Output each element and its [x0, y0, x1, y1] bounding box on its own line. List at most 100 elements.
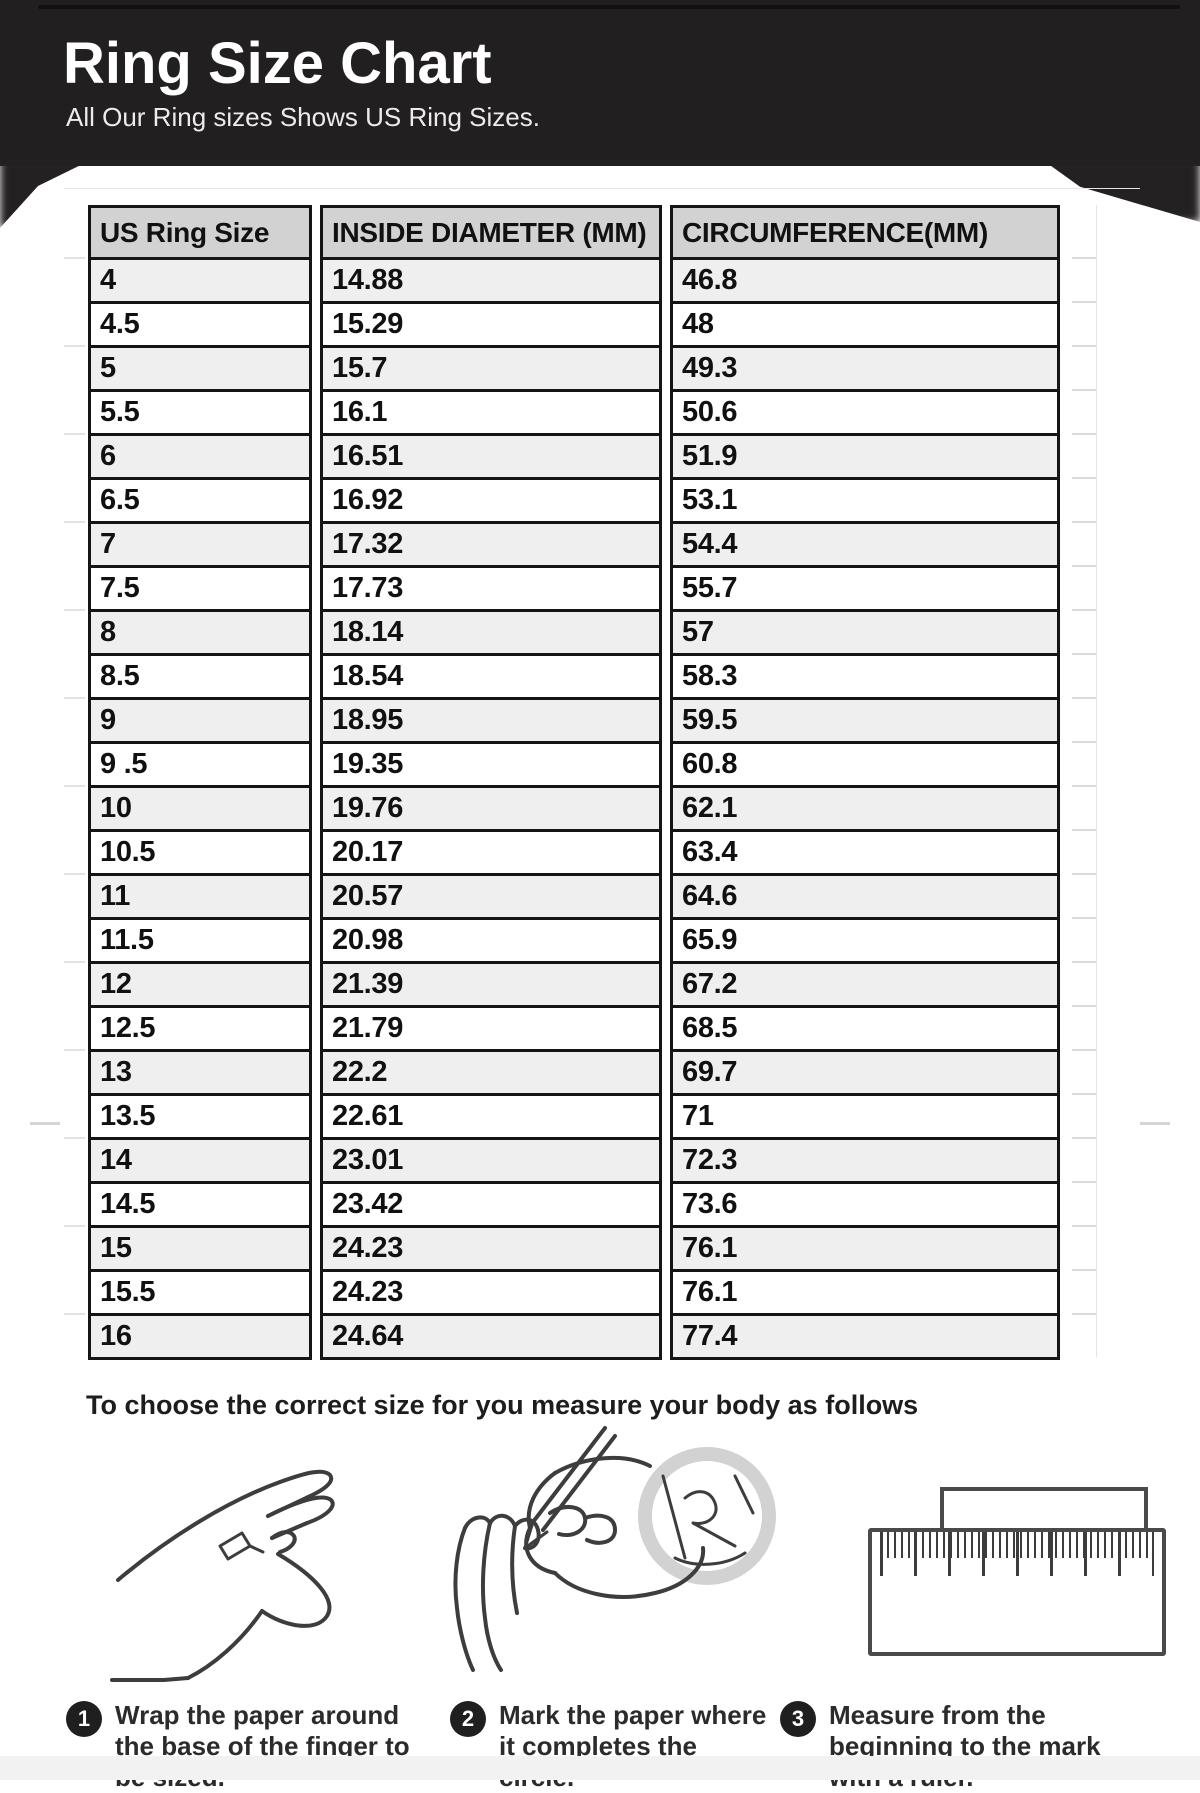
table-cell: 76.1 — [673, 1272, 1057, 1316]
ruler-icon — [868, 1528, 1166, 1656]
table-column: US Ring Size 4 4.5 5 5.5 6 6.5 7 7.5 8 8.5 9 9 .5 10 1… — [88, 205, 312, 1360]
banner-right-corner-shadow — [1040, 158, 1200, 222]
table-column: INSIDE DIAMETER (MM) 14.88 15.29 15.7 16.1 16… — [320, 205, 662, 1360]
column-header: CIRCUMFERENCE(MM) — [673, 208, 1057, 260]
table-cell: 14.88 — [323, 260, 659, 304]
table-cell: 13.5 — [91, 1096, 309, 1140]
table-cell: 73.6 — [673, 1184, 1057, 1228]
table-cell: 4.5 — [91, 304, 309, 348]
table-cell: 48 — [673, 304, 1057, 348]
step-2-badge: 2 — [450, 1701, 486, 1737]
table-cell: 71 — [673, 1096, 1057, 1140]
table-cell: 5 — [91, 348, 309, 392]
column-header: INSIDE DIAMETER (MM) — [323, 208, 659, 260]
gridline-artifact — [64, 188, 1140, 189]
gridline-artifact — [1096, 205, 1097, 1357]
column-header: US Ring Size — [91, 208, 309, 260]
table-cell: 7 — [91, 524, 309, 568]
ring-size-table: US Ring Size 4 4.5 5 5.5 6 6.5 7 7.5 8 8.5 9 9 .5 10 1… — [88, 205, 1060, 1360]
table-cell: 19.35 — [323, 744, 659, 788]
table-cell: 24.23 — [323, 1272, 659, 1316]
table-cell: 23.01 — [323, 1140, 659, 1184]
bottom-band — [0, 1756, 1200, 1780]
table-cell: 6.5 — [91, 480, 309, 524]
table-cell: 23.42 — [323, 1184, 659, 1228]
table-cell: 63.4 — [673, 832, 1057, 876]
table-cell: 54.4 — [673, 524, 1057, 568]
table-cell: 60.8 — [673, 744, 1057, 788]
gridline-artifact — [30, 1122, 60, 1125]
table-cell: 69.7 — [673, 1052, 1057, 1096]
page-subtitle: All Our Ring sizes Shows US Ring Sizes. — [66, 102, 540, 132]
table-cell: 77.4 — [673, 1316, 1057, 1357]
table-cell: 14 — [91, 1140, 309, 1184]
table-cell: 16 — [91, 1316, 309, 1357]
step-3-badge: 3 — [780, 1701, 816, 1737]
table-cell: 24.64 — [323, 1316, 659, 1357]
table-cell: 16.92 — [323, 480, 659, 524]
ruler-minor-ticks — [880, 1532, 1154, 1558]
table-cell: 9 — [91, 700, 309, 744]
table-cell: 46.8 — [673, 260, 1057, 304]
table-cell: 58.3 — [673, 656, 1057, 700]
table-cell: 8 — [91, 612, 309, 656]
table-cell: 11 — [91, 876, 309, 920]
step-1-badge: 1 — [66, 1701, 102, 1737]
table-cell: 10.5 — [91, 832, 309, 876]
table-cell: 16.51 — [323, 436, 659, 480]
table-cell: 22.2 — [323, 1052, 659, 1096]
measure-instructions-heading: To choose the correct size for you measu… — [86, 1390, 919, 1420]
table-cell: 4 — [91, 260, 309, 304]
gridline-artifact — [1140, 1122, 1170, 1125]
table-cell: 22.61 — [323, 1096, 659, 1140]
table-cell: 20.17 — [323, 832, 659, 876]
table-cell: 5.5 — [91, 392, 309, 436]
table-cell: 12.5 — [91, 1008, 309, 1052]
table-cell: 49.3 — [673, 348, 1057, 392]
table-cell: 72.3 — [673, 1140, 1057, 1184]
table-cell: 21.79 — [323, 1008, 659, 1052]
table-cell: 55.7 — [673, 568, 1057, 612]
table-cell: 59.5 — [673, 700, 1057, 744]
table-cell: 68.5 — [673, 1008, 1057, 1052]
table-column: CIRCUMFERENCE(MM) 46.8 48 49.3 50.6 51.9 53.1 5… — [670, 205, 1060, 1360]
table-cell: 50.6 — [673, 392, 1057, 436]
marking-hands-icon — [435, 1418, 785, 1688]
table-cell: 18.14 — [323, 612, 659, 656]
table-cell: 67.2 — [673, 964, 1057, 1008]
table-cell: 19.76 — [323, 788, 659, 832]
table-cell: 53.1 — [673, 480, 1057, 524]
table-cell: 14.5 — [91, 1184, 309, 1228]
table-cell: 10 — [91, 788, 309, 832]
table-cell: 20.57 — [323, 876, 659, 920]
table-cell: 15.5 — [91, 1272, 309, 1316]
table-cell: 62.1 — [673, 788, 1057, 832]
table-cell: 18.54 — [323, 656, 659, 700]
table-cell: 9 .5 — [91, 744, 309, 788]
table-cell: 21.39 — [323, 964, 659, 1008]
table-cell: 65.9 — [673, 920, 1057, 964]
table-cell: 17.32 — [323, 524, 659, 568]
table-cell: 64.6 — [673, 876, 1057, 920]
table-cell: 17.73 — [323, 568, 659, 612]
table-cell: 8.5 — [91, 656, 309, 700]
banner-left-corner-shadow — [0, 158, 95, 228]
table-cell: 11.5 — [91, 920, 309, 964]
header-banner — [0, 0, 1200, 166]
table-cell: 51.9 — [673, 436, 1057, 480]
table-cell: 16.1 — [323, 392, 659, 436]
magnifier-ring — [638, 1447, 776, 1585]
table-cell: 24.23 — [323, 1228, 659, 1272]
table-cell: 18.95 — [323, 700, 659, 744]
table-cell: 57 — [673, 612, 1057, 656]
gridline-artifact — [64, 257, 85, 1357]
table-cell: 76.1 — [673, 1228, 1057, 1272]
table-cell: 7.5 — [91, 568, 309, 612]
table-cell: 15.29 — [323, 304, 659, 348]
page-title: Ring Size Chart — [63, 31, 492, 96]
table-cell: 20.98 — [323, 920, 659, 964]
table-cell: 13 — [91, 1052, 309, 1096]
table-cell: 15 — [91, 1228, 309, 1272]
table-cell: 12 — [91, 964, 309, 1008]
table-cell: 15.7 — [323, 348, 659, 392]
